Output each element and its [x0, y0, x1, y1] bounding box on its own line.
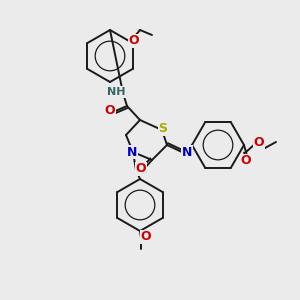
Text: O: O: [254, 136, 264, 149]
Text: O: O: [136, 163, 146, 176]
Text: O: O: [141, 230, 151, 244]
Text: S: S: [158, 122, 167, 136]
Text: NH: NH: [107, 87, 125, 97]
Text: O: O: [105, 103, 115, 116]
Text: O: O: [129, 34, 139, 47]
Text: N: N: [127, 146, 137, 158]
Text: N: N: [182, 146, 192, 158]
Text: O: O: [241, 154, 251, 167]
